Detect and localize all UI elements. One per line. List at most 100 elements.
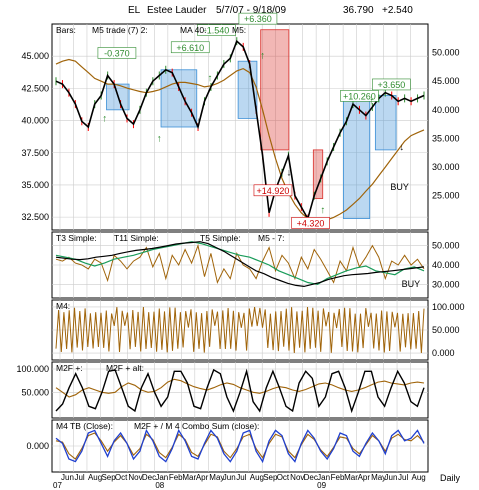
- month-label: Aug: [88, 473, 102, 482]
- trade-label-box: [253, 184, 293, 197]
- trade-label-box: [238, 12, 278, 25]
- legend-entry: MA 40:: [180, 25, 206, 35]
- right-tick-label: 30.000: [432, 162, 460, 172]
- trade-label-box: [170, 41, 210, 54]
- month-label: Feb: [169, 473, 183, 482]
- month-label: May: [371, 473, 386, 482]
- left-tick-label: 42.500: [21, 83, 49, 93]
- month-label: Aug: [250, 473, 264, 482]
- t11-simple-line: [55, 241, 425, 288]
- chart-marks: -0.370 +6.610-1.540 +6.360 +14.920 +4.320 +10…: [55, 12, 425, 464]
- signal-arrow: ↓: [196, 116, 201, 127]
- legend-entry: M5 - 7:: [258, 233, 284, 243]
- month-label: Apr: [358, 473, 371, 482]
- trade-box: [160, 69, 198, 128]
- month-label: Apr: [196, 473, 209, 482]
- month-label: Mar: [182, 473, 196, 482]
- month-label: Jul: [398, 473, 408, 482]
- right-tick-label: 50.000: [432, 325, 460, 335]
- m4-tb-line: [55, 428, 425, 464]
- header-range: 5/7/07 - 9/18/09: [216, 5, 286, 16]
- month-label: Dec: [142, 473, 156, 482]
- month-label: Aug: [412, 473, 426, 482]
- legend-entry: T5 Simple:: [200, 233, 241, 243]
- signal-label: BUY: [390, 182, 409, 192]
- left-tick-label: 37.500: [21, 148, 49, 158]
- left-tick-label: 50.000: [21, 387, 49, 397]
- month-label: Mar: [344, 473, 358, 482]
- trade-label: +6.360: [244, 14, 272, 24]
- trade-label-box: [97, 47, 137, 59]
- t5-simple-line: [55, 241, 425, 286]
- left-tick-label: 45.000: [21, 51, 49, 61]
- month-label: Jul: [236, 473, 246, 482]
- trade-label: -1.540: [204, 26, 230, 36]
- axis-ticks: 45.000 42.500 40.000 37.500 35.000 32.500 50.0…: [16, 48, 464, 451]
- trade-box: [260, 29, 290, 151]
- signal-arrow: ↑: [320, 205, 325, 216]
- month-label: Nov: [128, 473, 142, 482]
- legend-entry: Bars:: [56, 25, 76, 35]
- price-line: [55, 39, 425, 221]
- trade-label-box: [372, 78, 411, 91]
- legend-entry: M5 trade (7) 2:: [92, 25, 148, 35]
- trade-label: +3.650: [378, 80, 406, 90]
- month-label: Sep: [101, 473, 116, 482]
- month-label: Jun: [223, 473, 236, 482]
- legend-entry: M4 TB (Close):: [56, 421, 113, 431]
- right-tick-label: 35.000: [432, 133, 460, 143]
- month-label: May: [209, 473, 224, 482]
- left-tick-label: 40.000: [21, 116, 49, 126]
- trade-label: +6.610: [176, 43, 204, 53]
- header-last: 36.790: [343, 5, 374, 16]
- signal-arrow: ↓: [286, 168, 291, 179]
- year-label: 07: [53, 481, 62, 490]
- trade-box: [312, 149, 324, 199]
- right-tick-label: 45.000: [432, 76, 460, 86]
- month-label: Jul: [74, 473, 84, 482]
- header-change: +2.540: [382, 5, 413, 16]
- signal-arrow: ↑: [157, 133, 162, 144]
- trade-label: +4.320: [297, 218, 325, 228]
- month-label: Dec: [304, 473, 318, 482]
- ma40-line: [55, 58, 425, 222]
- chart-header: EL Estee Lauder 5/7/07 - 9/18/09 36.790 …: [128, 5, 413, 16]
- trade-box: [374, 95, 397, 151]
- month-label: Sep: [263, 473, 278, 482]
- trade-label-box: [197, 24, 236, 36]
- panel-legends: Bars: M5 trade (7) 2: MA 40: M5: T3 Simple: T…: [56, 25, 284, 431]
- right-tick-label: 50.000: [432, 241, 460, 251]
- trade-label: +14.920: [257, 186, 290, 196]
- year-label: 08: [155, 481, 164, 490]
- signal-arrow: ↑: [260, 50, 265, 61]
- right-tick-label: 50.000: [432, 48, 460, 58]
- legend-entry: M2F +:: [56, 363, 83, 373]
- left-tick-label: 32.500: [21, 212, 49, 222]
- footer-period: Daily: [440, 473, 461, 483]
- signal-label: BUY: [402, 279, 421, 289]
- trade-label: +10.260: [343, 91, 376, 101]
- right-tick-label: 30.000: [432, 279, 460, 289]
- left-tick-label: 0.000: [26, 441, 49, 451]
- right-tick-label: 40.000: [432, 105, 460, 115]
- legend-entry: T11 Simple:: [114, 233, 159, 243]
- year-label: 09: [317, 481, 326, 490]
- signal-arrow: ↑: [207, 73, 212, 84]
- header-symbol: EL: [128, 5, 141, 16]
- month-label: Oct: [115, 473, 128, 482]
- month-label: Jan: [317, 473, 330, 482]
- month-label: Jun: [61, 473, 74, 482]
- month-label: Jan: [155, 473, 168, 482]
- left-tick-label: 35.000: [21, 180, 49, 190]
- legend-entry: M5:: [232, 25, 246, 35]
- month-label: Jun: [385, 473, 398, 482]
- right-tick-label: 100.000: [432, 302, 465, 312]
- right-tick-label: 40.000: [432, 260, 460, 270]
- m2f-line: [55, 368, 425, 414]
- signal-arrow: ↓: [399, 142, 404, 153]
- signal-arrow: ↑: [102, 113, 107, 124]
- legend-entry: M4:: [56, 301, 70, 311]
- month-label: Oct: [277, 473, 290, 482]
